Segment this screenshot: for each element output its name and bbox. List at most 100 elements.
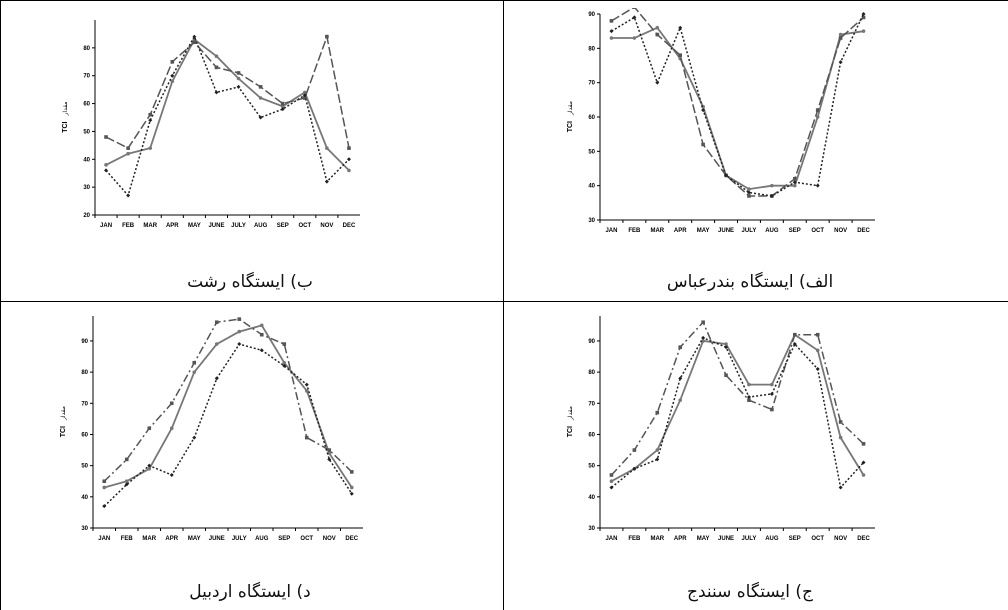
- data-point: [304, 382, 309, 387]
- y-tick-label: 60: [83, 102, 90, 108]
- data-point: [792, 177, 797, 181]
- y-tick-label: 50: [588, 464, 595, 470]
- data-point: [236, 84, 241, 89]
- series-line-2: [105, 33, 350, 150]
- data-point: [815, 183, 820, 188]
- data-point: [302, 93, 307, 98]
- y-tick-label: 30: [588, 218, 595, 224]
- data-point: [724, 373, 728, 378]
- data-point: [104, 168, 109, 173]
- data-point: [214, 342, 219, 346]
- data-point: [259, 332, 264, 337]
- data-point: [861, 12, 866, 16]
- chart-rasht: 20 30 40 50 60 70 80 JAN FEB MAR APR MAY JUNE JULY AUG…: [62, 20, 360, 229]
- caption-sanandaj: ج) ایستگاه سنندج: [686, 582, 814, 602]
- series-line-1: [105, 38, 350, 172]
- data-point: [259, 323, 264, 328]
- data-point: [701, 320, 705, 325]
- data-point: [148, 146, 153, 150]
- x-tick-label: FEB: [121, 536, 134, 542]
- y-axis-label-en: TCI: [567, 121, 574, 132]
- y-tick-label: 80: [81, 370, 88, 376]
- caption-bandar-abbas: الف) ایستگاه بندرعباس: [666, 272, 834, 292]
- data-point: [124, 457, 129, 462]
- data-point: [104, 163, 108, 167]
- x-tick-label: JULY: [232, 536, 247, 542]
- series-line-2: [610, 320, 865, 476]
- y-axis-label-en: TCI: [62, 121, 69, 132]
- y-tick-label: 70: [588, 81, 595, 87]
- x-tick-label: FEB: [628, 536, 641, 542]
- y-tick-label: 70: [81, 401, 88, 407]
- data-point: [838, 435, 843, 440]
- data-point: [124, 482, 129, 487]
- x-tick-label: AUG: [254, 223, 268, 229]
- x-tick-label: JULY: [742, 228, 757, 234]
- x-tick-label: MAR: [650, 536, 664, 542]
- data-point: [237, 317, 242, 321]
- data-point: [747, 398, 751, 402]
- x-tick-label: SEP: [277, 223, 289, 229]
- data-point: [104, 135, 108, 139]
- data-point: [838, 60, 843, 65]
- table-border-left: [0, 0, 1, 610]
- data-point: [724, 173, 729, 178]
- data-point: [770, 382, 774, 387]
- y-tick-label: 80: [588, 46, 595, 52]
- y-tick-label: 40: [588, 184, 595, 190]
- data-point: [861, 460, 866, 465]
- series-line-3: [611, 336, 865, 490]
- data-point: [769, 193, 774, 198]
- caption-rasht: ب) ایستگاه رشت: [187, 272, 313, 292]
- x-tick-label: AUG: [765, 536, 779, 542]
- data-point: [770, 183, 774, 188]
- series-line-2: [103, 318, 353, 482]
- x-tick-label: OCT: [811, 228, 824, 234]
- data-point: [214, 90, 219, 95]
- x-tick-label: MAY: [697, 536, 710, 542]
- x-tick-label: JAN: [98, 536, 110, 542]
- data-point: [304, 435, 309, 440]
- data-point: [770, 407, 774, 412]
- data-point: [258, 85, 263, 89]
- data-point: [746, 395, 751, 400]
- y-tick-label: 50: [81, 464, 88, 470]
- data-point: [815, 108, 820, 112]
- data-point: [655, 448, 660, 452]
- data-point: [655, 80, 660, 85]
- x-tick-label: JUNE: [718, 228, 734, 234]
- data-point: [678, 345, 683, 349]
- x-tick-label: OCT: [298, 223, 311, 229]
- data-point: [192, 360, 197, 365]
- series-line-3: [105, 34, 350, 198]
- data-point: [655, 32, 660, 37]
- y-tick-label: 70: [588, 401, 595, 407]
- x-tick-label: SEP: [789, 536, 801, 542]
- y-axis-label-en: TCI: [60, 426, 67, 437]
- x-tick-label: JAN: [605, 228, 617, 234]
- data-point: [147, 426, 152, 431]
- data-point: [280, 104, 285, 109]
- caption-ardabil: د) ایستگاه اردبیل: [189, 582, 311, 602]
- x-tick-label: JUNE: [718, 536, 734, 542]
- data-point: [701, 142, 705, 147]
- x-tick-label: JUNE: [208, 223, 224, 229]
- x-tick-label: AUG: [255, 536, 269, 542]
- x-tick-label: APR: [166, 223, 179, 229]
- x-tick-label: MAR: [142, 536, 156, 542]
- data-point: [815, 348, 820, 353]
- data-point: [792, 183, 797, 188]
- x-tick-label: NOV: [834, 536, 847, 542]
- x-tick-label: JULY: [742, 536, 757, 542]
- y-axis-label-fa: مقدار: [60, 406, 67, 421]
- data-point: [701, 335, 706, 340]
- data-point: [324, 179, 329, 184]
- data-point: [170, 79, 175, 84]
- data-point: [747, 187, 751, 191]
- data-point: [724, 342, 728, 346]
- chart-ardabil: 30 40 50 60 70 80 90 JAN FEB MAR APR MAY JUNE JULY AUG…: [60, 316, 363, 542]
- x-tick-label: FEB: [628, 228, 641, 234]
- y-tick-label: 90: [588, 339, 595, 345]
- data-point: [327, 448, 332, 452]
- data-point: [102, 485, 107, 490]
